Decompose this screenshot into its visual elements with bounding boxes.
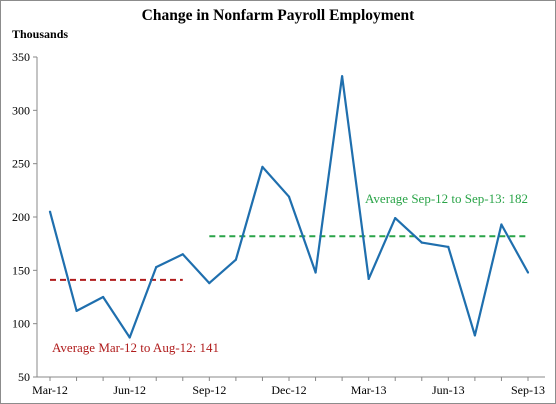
data-point (208, 282, 211, 285)
series-line-1 (48, 75, 529, 339)
x-tick-label: Mar-13 (351, 383, 387, 397)
x-tick-label: Jun-12 (113, 383, 146, 397)
average-label-1: Average Mar-12 to Aug-12: 141 (52, 340, 219, 355)
y-tick-label: 50 (18, 370, 30, 384)
data-point (367, 277, 370, 280)
x-tick-label: Sep-12 (192, 383, 226, 397)
x-tick-label: Dec-12 (271, 383, 306, 397)
chart-title: Change in Nonfarm Payroll Employment (141, 7, 415, 24)
data-point (526, 271, 530, 274)
average-label-2: Average Sep-12 to Sep-13: 182 (365, 191, 528, 206)
y-tick-label: 150 (12, 263, 30, 277)
data-point (181, 253, 184, 256)
data-point (234, 258, 237, 261)
data-point (473, 334, 476, 337)
data-point (261, 165, 264, 168)
data-point (420, 241, 423, 244)
data-point (48, 210, 52, 213)
y-tick-label: 250 (12, 157, 30, 171)
data-point (500, 223, 503, 226)
data-point (102, 295, 105, 299)
x-tick-label: Jun-13 (432, 383, 465, 397)
y-tick-label: 350 (12, 50, 30, 64)
y-axis-unit-label: Thousands (12, 27, 69, 41)
data-point (75, 309, 78, 312)
y-tick-label: 200 (12, 210, 30, 224)
x-tick-label: Mar-12 (32, 383, 68, 397)
data-point (314, 271, 317, 274)
data-point (155, 266, 158, 269)
data-point (341, 75, 344, 78)
data-point (394, 216, 397, 220)
y-tick-label: 100 (12, 317, 30, 331)
y-tick-label: 300 (12, 103, 30, 117)
x-tick-label: Sep-13 (511, 383, 545, 397)
data-point (287, 195, 291, 198)
data-point (128, 336, 131, 339)
data-point (447, 245, 450, 248)
